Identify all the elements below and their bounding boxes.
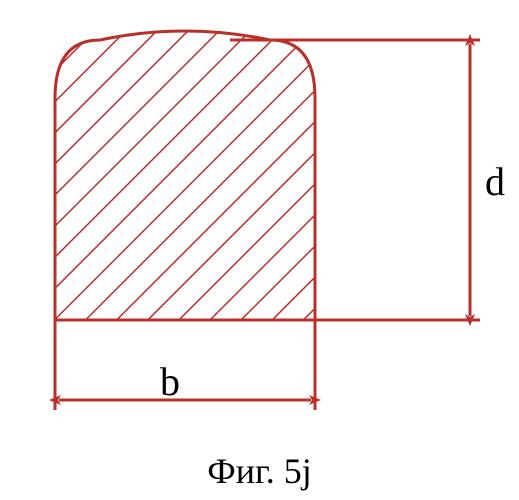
dim-label-b: b — [160, 359, 180, 404]
cross-section-shape — [55, 31, 315, 320]
figure-caption: Фиг. 5j — [0, 450, 519, 492]
figure-svg: db — [0, 0, 519, 500]
dim-label-d: d — [485, 159, 505, 204]
figure-canvas: db Фиг. 5j — [0, 0, 519, 500]
